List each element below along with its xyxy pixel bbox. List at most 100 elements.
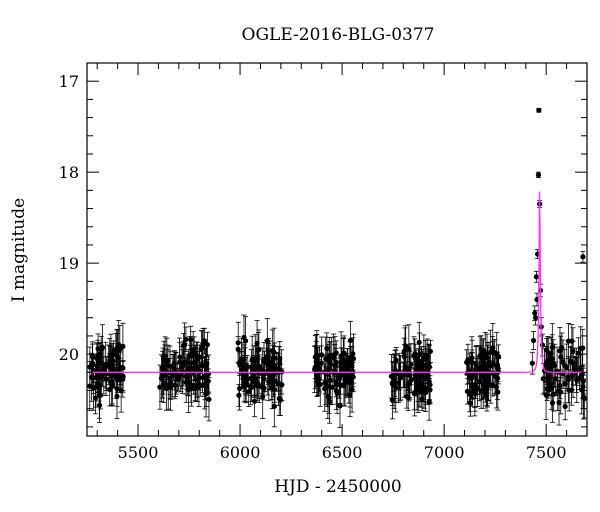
- data-marker: [539, 342, 546, 348]
- data-marker: [163, 386, 169, 392]
- data-marker: [577, 367, 583, 373]
- data-marker: [467, 400, 474, 406]
- data-marker: [327, 377, 334, 383]
- data-point: [416, 332, 423, 376]
- data-marker: [264, 354, 270, 360]
- data-point: [206, 377, 212, 422]
- data-marker: [116, 342, 122, 348]
- x-tick-label: 7000: [424, 443, 465, 462]
- data-marker: [188, 337, 194, 343]
- data-point: [109, 347, 115, 389]
- data-marker: [114, 393, 120, 399]
- data-marker: [549, 356, 555, 362]
- data-point: [327, 355, 334, 406]
- data-marker: [391, 376, 397, 382]
- data-point: [562, 349, 568, 383]
- data-marker: [261, 376, 267, 382]
- data-marker: [489, 346, 495, 352]
- data-marker: [569, 338, 575, 344]
- data-marker: [415, 386, 421, 393]
- data-point: [532, 310, 539, 326]
- data-point: [398, 355, 404, 401]
- data-point: [562, 392, 568, 421]
- data-marker: [552, 362, 558, 369]
- data-point: [314, 330, 320, 380]
- data-marker: [265, 358, 272, 365]
- data-point: [412, 368, 418, 417]
- data-marker: [254, 340, 260, 346]
- data-marker: [341, 382, 347, 389]
- data-marker: [535, 172, 542, 178]
- data-marker: [87, 364, 93, 370]
- data-marker: [333, 350, 339, 356]
- data-marker: [566, 387, 572, 393]
- data-point: [242, 316, 249, 366]
- data-marker: [236, 392, 242, 398]
- chart-title: OGLE-2016-BLG-0377: [242, 25, 435, 45]
- data-marker: [188, 386, 194, 392]
- data-marker: [193, 382, 199, 388]
- data-marker: [464, 388, 471, 394]
- x-tick-label: 7500: [526, 443, 567, 462]
- data-marker: [416, 351, 423, 357]
- data-marker: [107, 357, 113, 364]
- data-marker: [469, 372, 476, 378]
- data-point: [265, 338, 272, 386]
- data-marker: [312, 366, 318, 373]
- data-marker: [117, 376, 123, 382]
- data-point: [103, 341, 109, 389]
- data-point: [489, 336, 495, 363]
- data-point: [117, 364, 123, 393]
- data-point: [236, 383, 242, 407]
- data-point: [205, 368, 211, 394]
- data-point: [346, 359, 352, 404]
- data-point: [422, 340, 428, 372]
- data-point: [469, 352, 476, 398]
- data-marker: [248, 384, 255, 391]
- data-point: [579, 365, 585, 415]
- y-tick-label: 17: [59, 72, 79, 91]
- data-marker: [183, 336, 189, 342]
- y-tick-label: 18: [59, 163, 79, 182]
- data-marker: [580, 394, 587, 400]
- data-marker: [92, 395, 98, 401]
- data-point: [203, 344, 209, 391]
- data-marker: [576, 375, 583, 381]
- data-point: [580, 250, 586, 263]
- data-marker: [324, 345, 330, 352]
- data-point: [530, 330, 537, 350]
- data-marker: [260, 393, 266, 400]
- data-marker: [551, 391, 557, 397]
- plot-area: 5500 6000 6500 7000 7500 17 18 19 20: [59, 62, 588, 462]
- data-point: [347, 320, 354, 360]
- data-marker: [172, 367, 178, 373]
- data-marker: [480, 381, 486, 387]
- data-marker: [533, 274, 539, 280]
- data-marker: [545, 357, 551, 364]
- data-point: [107, 345, 113, 376]
- data-marker: [473, 362, 479, 368]
- data-point: [116, 320, 122, 370]
- data-marker: [176, 359, 183, 365]
- data-point: [193, 368, 199, 402]
- data-point: [269, 356, 275, 400]
- data-marker: [389, 397, 395, 403]
- data-marker: [555, 388, 561, 394]
- data-marker: [346, 378, 352, 385]
- data-marker: [94, 372, 101, 378]
- data-point: [261, 366, 267, 392]
- data-point: [185, 356, 191, 396]
- data-marker: [337, 403, 343, 409]
- data-point: [175, 363, 181, 393]
- data-point: [577, 354, 583, 386]
- data-point: [533, 270, 539, 283]
- data-marker: [536, 107, 542, 113]
- data-marker: [109, 365, 115, 371]
- data-marker: [206, 396, 212, 402]
- data-marker: [271, 349, 277, 355]
- data-point: [480, 360, 486, 409]
- data-point: [343, 357, 349, 398]
- data-marker: [269, 375, 275, 381]
- data-marker: [179, 368, 186, 375]
